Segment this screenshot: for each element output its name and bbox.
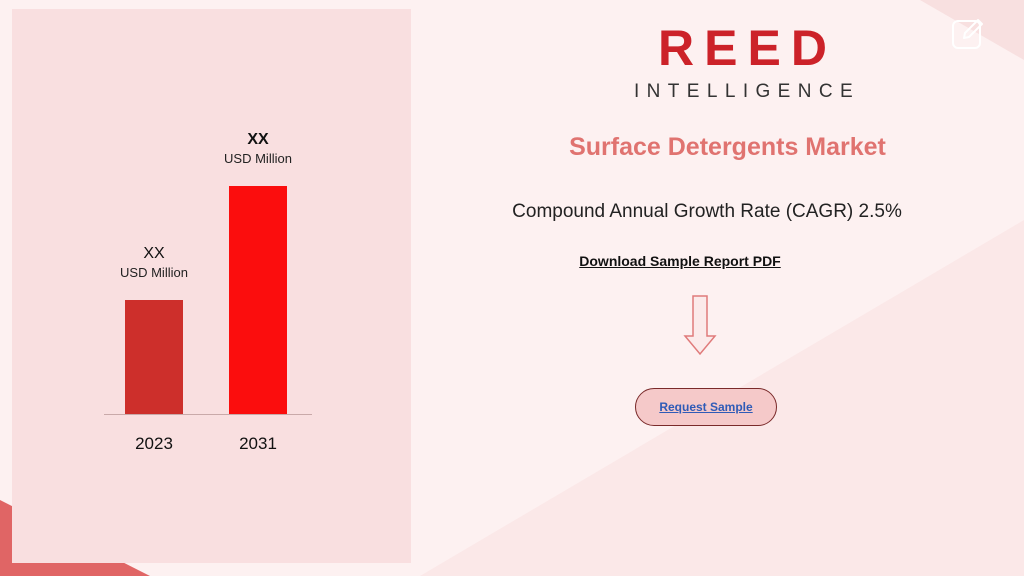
- edit-icon[interactable]: [950, 16, 986, 52]
- data-label-unit-2031: USD Million: [224, 151, 292, 166]
- x-tick-label-2023: 2023: [135, 434, 173, 453]
- data-label-unit-2023: USD Million: [120, 265, 188, 280]
- bar-2023: [125, 300, 183, 414]
- bar-2031: [229, 186, 287, 414]
- chart-panel: [12, 9, 411, 563]
- logo-reed: REED: [658, 20, 837, 76]
- down-arrow-icon: [683, 295, 717, 356]
- page-title: Surface Detergents Market: [569, 133, 886, 161]
- cagr-text: Compound Annual Growth Rate (CAGR) 2.5%: [512, 201, 902, 222]
- x-tick-label-2031: 2031: [239, 434, 277, 453]
- request-sample-label[interactable]: Request Sample: [659, 400, 753, 414]
- data-label-value-2031: XX: [247, 131, 269, 148]
- download-sample-link[interactable]: Download Sample Report PDF: [579, 253, 781, 269]
- logo-intelligence: INTELLIGENCE: [634, 81, 861, 102]
- request-sample-button[interactable]: Request Sample: [635, 388, 777, 426]
- data-label-value-2023: XX: [143, 245, 165, 262]
